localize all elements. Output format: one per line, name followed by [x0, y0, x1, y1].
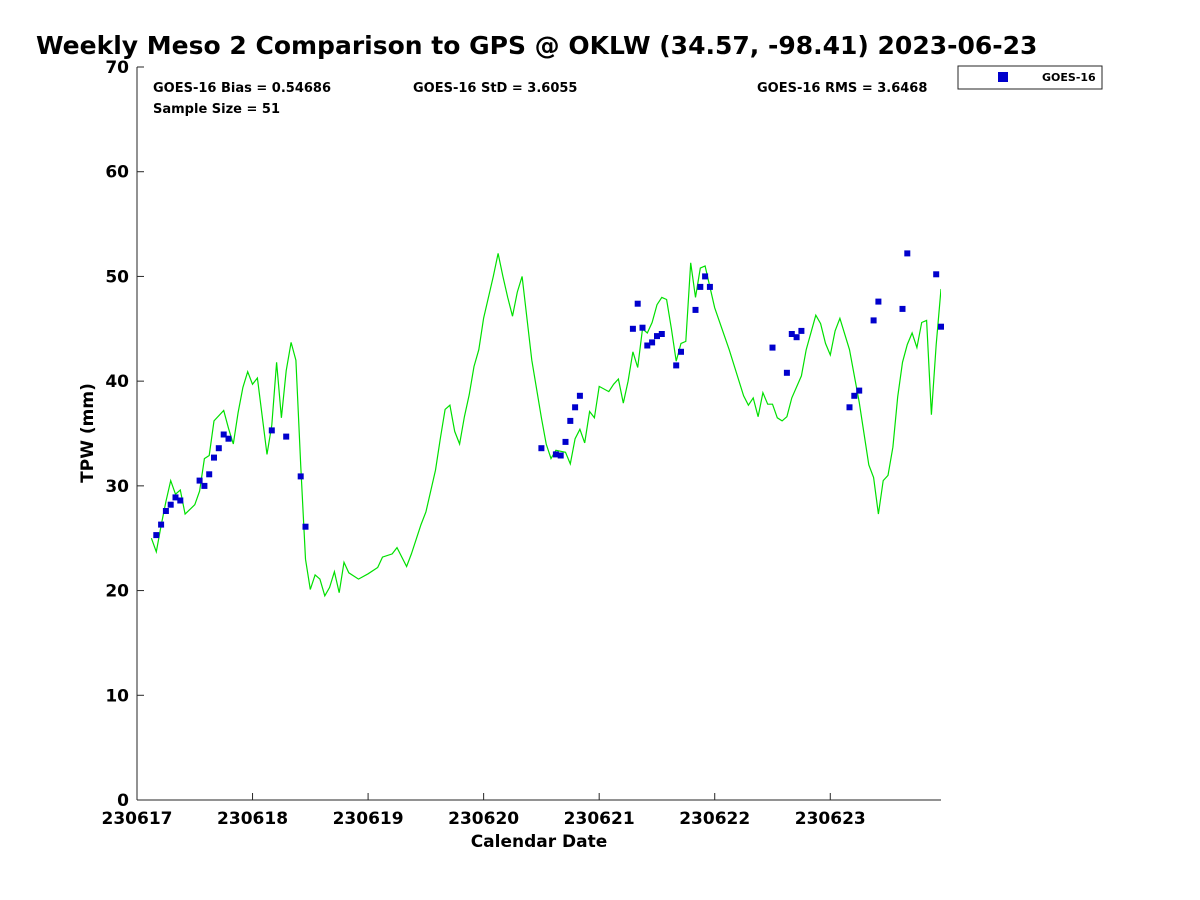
goes16-point [302, 523, 309, 530]
goes16-point [567, 417, 574, 424]
legend-label-goes16: GOES-16 [1042, 71, 1096, 84]
y-tick-label: 60 [105, 163, 129, 183]
y-tick-label: 50 [105, 267, 129, 287]
goes16-point [875, 298, 882, 305]
y-axis-label: TPW (mm) [78, 383, 98, 483]
goes16-point [162, 508, 169, 514]
goes16-point [938, 323, 944, 330]
chart-title: Weekly Meso 2 Comparison to GPS @ OKLW (… [36, 31, 1037, 60]
goes16-point [673, 362, 680, 369]
goes16-point [572, 404, 579, 411]
goes16-point [196, 477, 203, 484]
y-tick-label: 40 [105, 372, 129, 392]
goes16-point [678, 348, 684, 355]
goes16-point [654, 333, 660, 340]
goes16-point [702, 273, 709, 280]
goes16-point [158, 521, 165, 528]
goes16-point [904, 250, 911, 257]
x-tick-label: 230621 [564, 809, 635, 829]
goes16-point [793, 334, 800, 341]
y-tick-label: 30 [105, 477, 129, 497]
goes16-point [649, 339, 656, 346]
rms-stat: GOES-16 RMS = 3.6468 [757, 81, 927, 96]
goes16-point [153, 532, 160, 539]
goes16-point [557, 452, 564, 459]
goes16-point [225, 435, 232, 442]
goes16-point [692, 306, 699, 313]
goes16-point [870, 317, 877, 324]
plot-background [137, 67, 941, 800]
y-tick-label: 20 [105, 582, 129, 602]
y-tick-label: 10 [105, 686, 129, 706]
x-tick-label: 230618 [217, 809, 288, 829]
goes16-point [769, 344, 776, 351]
goes16-point [576, 392, 583, 399]
goes16-point [297, 473, 304, 480]
goes16-point [856, 387, 863, 394]
goes16-point [706, 283, 713, 290]
x-axis-label: Calendar Date [471, 832, 608, 852]
goes16-point [634, 300, 641, 307]
goes16-points-layer [153, 250, 944, 539]
y-tick-label: 70 [105, 58, 129, 78]
std-stat: GOES-16 StD = 3.6055 [413, 81, 577, 96]
legend: GOES-16 [957, 65, 1103, 90]
x-axis-ticks: 230617 230618 230619 230620 230621 230622 2306… [102, 793, 866, 829]
x-tick-label: 230620 [448, 809, 519, 829]
y-axis-ticks: 0 10 20 30 40 50 60 70 [105, 58, 144, 811]
legend-box [957, 65, 1103, 90]
goes16-point [788, 331, 795, 337]
goes16-point [215, 445, 222, 452]
x-tick-label: 230623 [795, 809, 866, 829]
goes16-point [562, 438, 569, 445]
legend-marker-goes16 [998, 72, 1008, 82]
green-series-line [150, 253, 941, 598]
goes16-point [538, 445, 545, 452]
goes16-point [220, 431, 227, 438]
sample-size-stat: Sample Size = 51 [153, 102, 280, 117]
goes16-point [658, 331, 665, 337]
goes16-point [798, 327, 805, 334]
goes16-point [629, 325, 636, 332]
goes16-point [697, 283, 704, 290]
goes16-point [206, 471, 213, 478]
x-tick-label: 230619 [333, 809, 404, 829]
goes16-point [167, 501, 174, 508]
goes16-point [639, 324, 646, 331]
goes16-point [552, 451, 559, 458]
goes16-point [933, 271, 940, 278]
goes16-point [172, 494, 179, 501]
bias-stat: GOES-16 Bias = 0.54686 [153, 81, 331, 96]
plot-area [136, 67, 941, 801]
goes16-point [846, 404, 853, 411]
goes16-point [851, 392, 858, 399]
goes16-point [283, 433, 290, 440]
goes16-point [201, 482, 208, 489]
x-tick-label: 230617 [102, 809, 173, 829]
goes16-point [899, 305, 906, 312]
goes16-point [211, 454, 217, 461]
goes16-point [783, 369, 790, 376]
x-tick-label: 230622 [679, 809, 750, 829]
green-series-layer [150, 253, 941, 598]
goes16-point [644, 342, 651, 349]
goes16-point [268, 427, 275, 434]
y-tick-label: 0 [117, 791, 129, 811]
goes16-point [177, 497, 184, 504]
